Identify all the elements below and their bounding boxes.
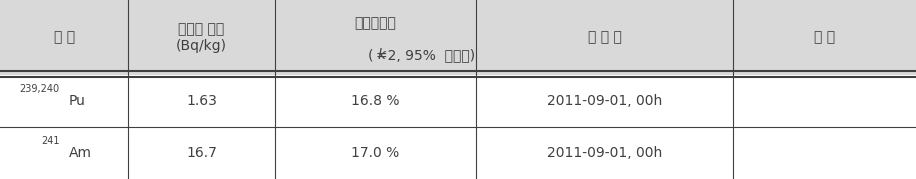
- Text: Pu: Pu: [69, 94, 85, 108]
- Text: 기 준 일: 기 준 일: [588, 31, 621, 45]
- Text: (: (: [368, 49, 374, 62]
- Text: 2011-09-01, 00h: 2011-09-01, 00h: [547, 94, 662, 108]
- Text: 1.63: 1.63: [186, 94, 217, 108]
- FancyBboxPatch shape: [0, 75, 916, 179]
- Text: 2011-09-01, 00h: 2011-09-01, 00h: [547, 146, 662, 160]
- Text: 확장불확도: 확장불확도: [354, 16, 397, 30]
- Text: k: k: [378, 49, 386, 62]
- Text: 기 타: 기 타: [813, 31, 835, 45]
- Text: 239,240: 239,240: [19, 84, 60, 94]
- Text: 방사능 농도
(Bq/kg): 방사능 농도 (Bq/kg): [176, 23, 227, 53]
- Text: Am: Am: [69, 146, 92, 160]
- Text: 17.0 %: 17.0 %: [352, 146, 399, 160]
- Text: 16.8 %: 16.8 %: [352, 94, 399, 108]
- Text: 241: 241: [41, 136, 60, 146]
- Text: =2, 95%  신뢰도): =2, 95% 신뢰도): [376, 49, 475, 62]
- Text: 핵 종: 핵 종: [53, 31, 75, 45]
- FancyBboxPatch shape: [0, 0, 916, 75]
- Text: 16.7: 16.7: [186, 146, 217, 160]
